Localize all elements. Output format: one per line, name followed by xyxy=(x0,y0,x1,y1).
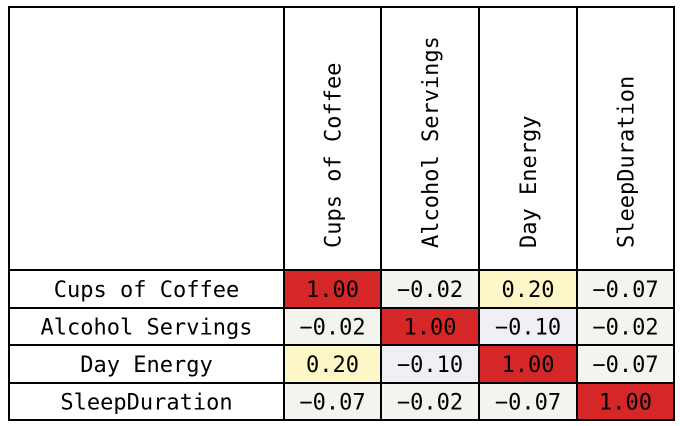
cell-2-1 xyxy=(382,346,478,382)
cell-value: 1.00 xyxy=(306,278,359,303)
cell-value: 0.20 xyxy=(502,278,555,303)
cell-1-2 xyxy=(480,309,576,344)
matrix-border xyxy=(8,6,675,421)
cell-2-3 xyxy=(578,346,673,382)
cell-value: −0.02 xyxy=(397,391,463,416)
cell-value: −0.10 xyxy=(397,353,463,378)
cell-1-3 xyxy=(578,309,673,344)
cell-0-1 xyxy=(382,271,478,307)
cell-1-0 xyxy=(285,309,380,344)
cell-3-2 xyxy=(480,384,576,419)
cell-3-1 xyxy=(382,384,478,419)
cell-value: −0.07 xyxy=(495,391,561,416)
column-label: Cups of Coffee xyxy=(322,63,347,248)
row-label: Day Energy xyxy=(80,353,212,378)
cell-0-0 xyxy=(285,271,380,307)
cell-value: −0.02 xyxy=(299,316,365,341)
cell-value: −0.07 xyxy=(592,278,658,303)
cell-value: −0.07 xyxy=(592,353,658,378)
cell-1-1 xyxy=(382,309,478,344)
cell-value: −0.10 xyxy=(495,316,561,341)
column-label: Day Energy xyxy=(517,116,542,248)
column-label: SleepDuration xyxy=(615,76,640,248)
cell-value: 0.20 xyxy=(306,353,359,378)
cell-value: 1.00 xyxy=(404,316,457,341)
cell-value: −0.02 xyxy=(397,278,463,303)
row-label: Cups of Coffee xyxy=(54,278,239,303)
cell-2-0 xyxy=(285,346,380,382)
cell-value: −0.02 xyxy=(592,316,658,341)
column-label: Alcohol Servings xyxy=(419,36,444,248)
row-label: Alcohol Servings xyxy=(41,316,253,341)
cell-0-2 xyxy=(480,271,576,307)
cell-value: 1.00 xyxy=(599,391,652,416)
cell-value: −0.07 xyxy=(299,391,365,416)
row-label: SleepDuration xyxy=(60,391,232,416)
cell-3-0 xyxy=(285,384,380,419)
cell-0-3 xyxy=(578,271,673,307)
cell-2-2 xyxy=(480,346,576,382)
cell-value: 1.00 xyxy=(502,353,555,378)
cell-3-3 xyxy=(578,384,673,419)
